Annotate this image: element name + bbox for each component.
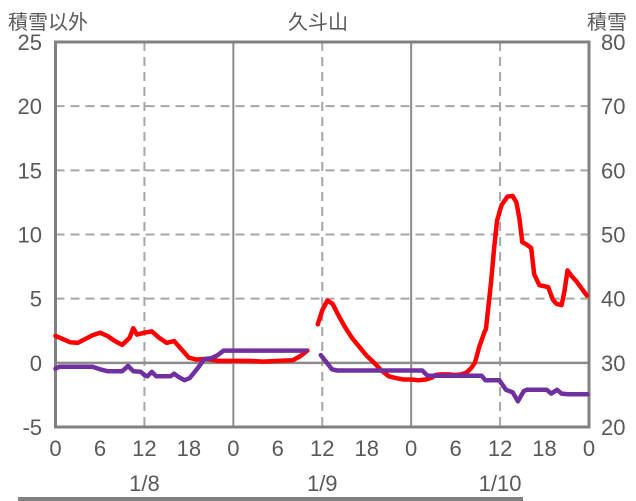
left-axis-tick-label: -5: [22, 415, 42, 440]
left-axis-tick-label: 15: [18, 158, 42, 183]
x-axis-date-label: 1/9: [307, 471, 338, 496]
x-axis-hour-label: 6: [450, 436, 462, 461]
next-chart-top-edge: [18, 497, 523, 501]
x-axis-hour-label: 6: [272, 436, 284, 461]
right-axis-tick-label: 40: [601, 287, 625, 312]
left-axis-tick-label: 25: [18, 30, 42, 55]
x-axis-hour-label: 0: [49, 436, 61, 461]
chart-title: 久斗山: [288, 12, 348, 34]
x-axis-hour-label: 12: [310, 436, 334, 461]
x-axis-hour-label: 6: [94, 436, 106, 461]
x-axis-hour-label: 18: [532, 436, 556, 461]
x-axis-hour-label: 0: [405, 436, 417, 461]
left-axis-tick-label: 0: [30, 351, 42, 376]
left-axis-tick-label: 20: [18, 94, 42, 119]
left-axis-tick-label: 10: [18, 223, 42, 248]
left-axis-tick-label: 5: [30, 287, 42, 312]
right-axis-tick-label: 30: [601, 351, 625, 376]
x-axis-hour-label: 12: [132, 436, 156, 461]
right-axis-tick-label: 50: [601, 223, 625, 248]
right-axis-tick-label: 80: [601, 30, 625, 55]
x-axis-hour-label: 12: [488, 436, 512, 461]
red-line-series: [53, 325, 310, 364]
x-axis-hour-label: 0: [227, 436, 239, 461]
red-line-series: [315, 193, 590, 383]
plot-frame: [54, 40, 591, 429]
purple-line-series: [53, 348, 309, 383]
x-axis-hour-label: 18: [354, 436, 378, 461]
right-axis-title: 積雪: [587, 12, 627, 34]
right-axis-tick-label: 20: [601, 415, 625, 440]
right-axis-tick-label: 70: [601, 94, 625, 119]
purple-line-series: [318, 352, 590, 404]
left-axis-title: 積雪以外: [8, 12, 88, 34]
x-axis-date-label: 1/10: [479, 471, 522, 496]
x-axis-hour-label: 18: [177, 436, 201, 461]
x-axis-date-label: 1/8: [129, 471, 160, 496]
x-axis-hour-label: 0: [583, 436, 595, 461]
right-axis-tick-label: 60: [601, 158, 625, 183]
